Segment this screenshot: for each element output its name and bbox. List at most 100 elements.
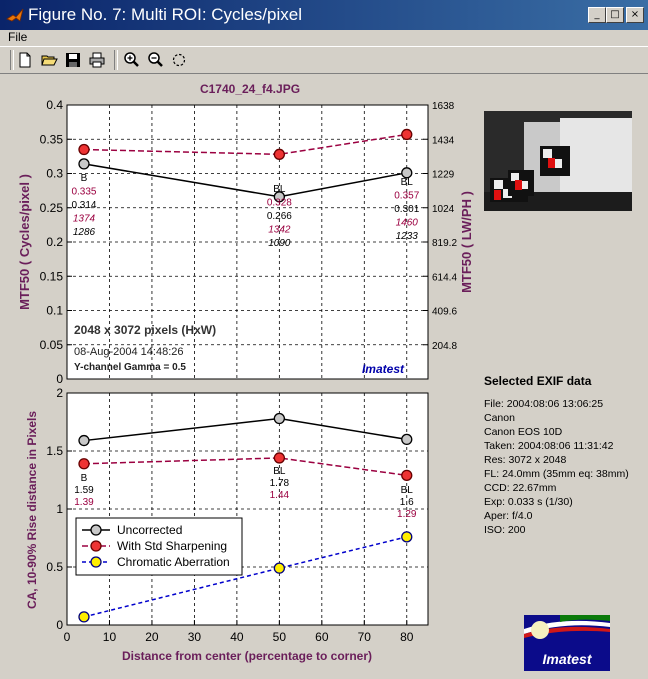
y-tick-label: 0.35 xyxy=(40,132,64,146)
exif-line: ISO: 200 xyxy=(484,524,526,536)
series-line-sharpened xyxy=(83,133,407,156)
x-tick-label: 50 xyxy=(273,630,287,644)
data-label: 1.6 xyxy=(400,497,414,508)
data-label: B xyxy=(81,173,88,184)
date-info: 08-Aug-2004 14:48:26 xyxy=(74,346,183,358)
matlab-logo-icon xyxy=(6,8,24,22)
data-label: 1.29 xyxy=(397,509,417,520)
y-tick-label: 1 xyxy=(56,502,63,516)
imatest-logo: Imatest xyxy=(524,615,610,671)
mtf50-grid xyxy=(67,105,428,379)
mtf50-lwph-axis: 204.8 409.6 614.4 819.2 1024 1229 1434 1638 xyxy=(423,101,457,352)
x-axis-label: Distance from center (percentage to corn… xyxy=(122,649,372,663)
rise-y-label: CA, 10-90% Rise distance in Pixels xyxy=(25,411,39,609)
data-point-ca xyxy=(78,611,90,623)
mtf50-series xyxy=(78,128,413,203)
rise-series xyxy=(78,412,413,623)
data-label: 0.335 xyxy=(71,187,96,198)
data-label: BL xyxy=(273,184,286,195)
rise-grid xyxy=(67,393,428,625)
data-point-sharpened xyxy=(401,128,413,141)
x-tick-label: 10 xyxy=(103,630,117,644)
toolbar xyxy=(0,46,648,74)
data-label: 1.39 xyxy=(74,497,94,508)
legend-marker-sharpened xyxy=(90,540,102,552)
channel-info: Y-channel Gamma = 0.5 xyxy=(74,362,186,373)
data-label: 1.78 xyxy=(270,478,290,489)
data-point-uncorrected xyxy=(78,158,90,170)
y-tick-label: 0 xyxy=(56,372,63,386)
close-button[interactable]: × xyxy=(626,7,644,23)
menu-file[interactable]: File xyxy=(8,30,28,44)
data-point-uncorrected xyxy=(401,167,413,179)
minimize-button[interactable]: _ xyxy=(588,7,606,23)
exif-line: CCD: 22.67mm xyxy=(484,482,557,494)
data-label: 1460 xyxy=(396,218,419,229)
data-point-uncorrected xyxy=(401,433,413,446)
exif-line: File: 2004:08:06 13:06:25 xyxy=(484,398,603,410)
legend-label-sharpened: With Std Sharpening xyxy=(117,539,227,553)
window-title: Figure No. 7: Multi ROI: Cycles/pixel xyxy=(28,5,302,24)
data-label: 0.314 xyxy=(71,200,96,211)
exif-line: FL: 24.0mm (35mm eq: 38mm) xyxy=(484,468,629,480)
toolbar-separator xyxy=(114,50,118,70)
open-folder-icon[interactable] xyxy=(40,51,58,69)
y2-tick-label: 819.2 xyxy=(432,238,457,249)
data-point-sharpened xyxy=(78,458,90,470)
data-label: 1233 xyxy=(396,231,419,242)
data-label: 1090 xyxy=(268,238,291,249)
save-icon[interactable] xyxy=(64,51,82,69)
new-file-icon[interactable] xyxy=(16,51,34,69)
exif-line: Taken: 2004:08:06 11:31:42 xyxy=(484,440,614,452)
y-tick-label: 0.4 xyxy=(46,98,63,112)
exif-line: Canon EOS 10D xyxy=(484,426,563,438)
legend-marker-ca xyxy=(90,556,102,568)
data-point-ca xyxy=(273,562,286,574)
exif-line: Exp: 0.033 s (1/30) xyxy=(484,496,573,508)
x-tick-label: 60 xyxy=(315,630,329,644)
data-label: 0.301 xyxy=(394,204,419,215)
data-point-sharpened xyxy=(78,143,90,156)
x-tick-label: 30 xyxy=(188,630,202,644)
y-tick-label: 2 xyxy=(56,386,63,400)
title-bar: Figure No. 7: Multi ROI: Cycles/pixel _ … xyxy=(0,0,648,30)
y2-tick-label: 1434 xyxy=(432,135,455,146)
exif-title: Selected EXIF data xyxy=(484,374,592,388)
pixels-info: 2048 x 3072 pixels (HxW) xyxy=(74,323,216,337)
y-tick-label: 1.5 xyxy=(46,444,63,458)
rotate-icon[interactable] xyxy=(170,51,188,69)
data-label: B xyxy=(81,473,88,484)
y2-tick-label: 614.4 xyxy=(432,272,457,283)
series-line-sharpened xyxy=(83,457,407,477)
data-label: 0.357 xyxy=(394,191,419,202)
y2-tick-label: 1638 xyxy=(432,101,455,112)
data-label: BL xyxy=(401,177,414,188)
data-point-uncorrected xyxy=(273,191,286,203)
data-label: BL xyxy=(273,466,286,477)
legend-label-uncorrected: Uncorrected xyxy=(117,523,182,537)
toolbar-grip xyxy=(10,50,14,70)
data-label: 1374 xyxy=(73,214,96,225)
rise-y-axis: 0 0.5 1 1.5 2 xyxy=(46,386,72,632)
mtf50-y-axis: 0 0.05 0.1 0.15 0.2 0.25 0.3 0.35 0.4 xyxy=(40,98,72,386)
print-icon[interactable] xyxy=(88,51,106,69)
legend-items: Uncorrected With Std Sharpening Chromatic … xyxy=(82,523,230,569)
mtf50-y-label: MTF50 ( Cycles/pixel ) xyxy=(17,174,32,310)
zoom-in-icon[interactable] xyxy=(122,51,140,69)
y2-tick-label: 1229 xyxy=(432,170,455,181)
x-tick-label: 80 xyxy=(400,630,414,644)
y2-tick-label: 1024 xyxy=(432,204,455,215)
y-tick-label: 0.1 xyxy=(46,304,63,318)
x-tick-label: 40 xyxy=(230,630,244,644)
data-label: 1342 xyxy=(268,225,291,236)
data-label: BL xyxy=(401,485,414,496)
legend-marker-uncorrected xyxy=(90,524,102,536)
y-tick-label: 0.3 xyxy=(46,167,63,181)
zoom-out-icon[interactable] xyxy=(146,51,164,69)
test-image-thumbnail xyxy=(484,111,632,211)
y-tick-label: 0.15 xyxy=(40,269,64,283)
rise-x-axis: 0 10 20 30 40 50 60 70 80 xyxy=(64,620,414,644)
maximize-button[interactable]: □ xyxy=(606,7,624,23)
image-filename-title: C1740_24_f4.JPG xyxy=(200,82,300,96)
